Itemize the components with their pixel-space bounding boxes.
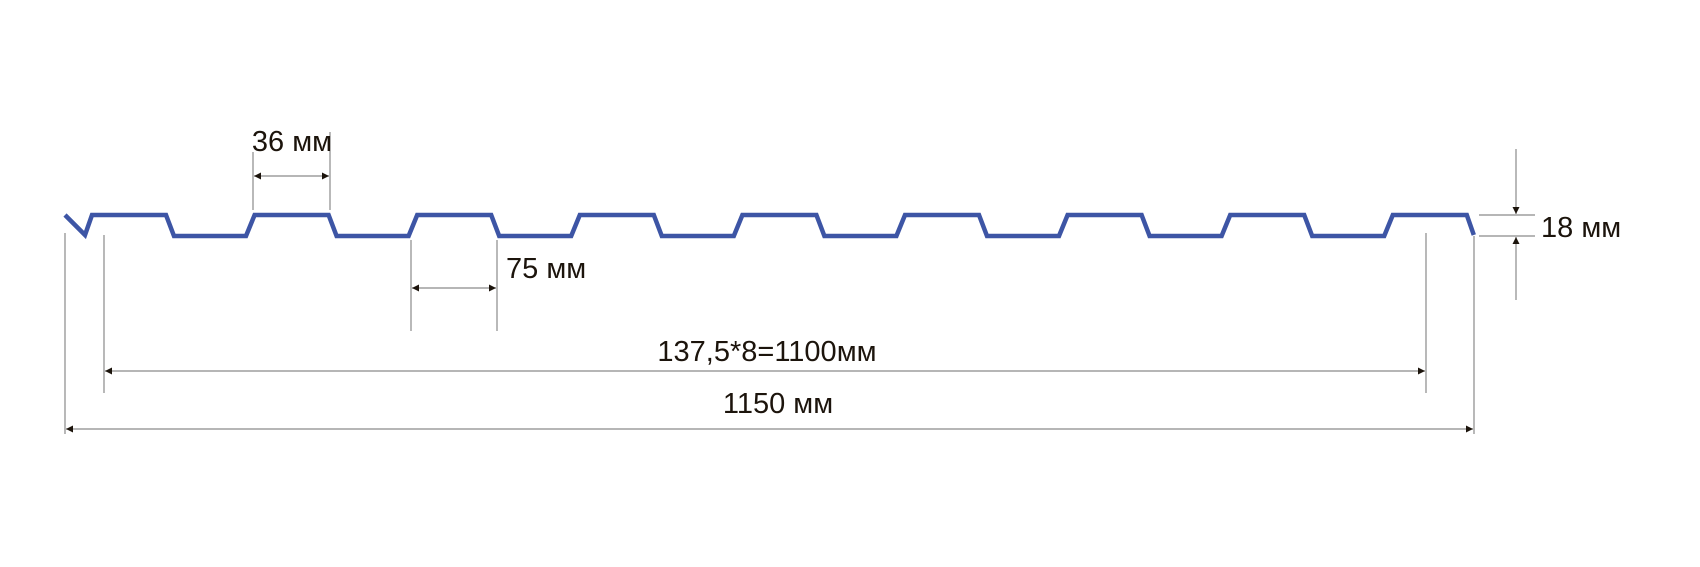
dimension-total-width: 1150 мм bbox=[64, 233, 1475, 434]
sheet-profile bbox=[63, 212, 1476, 240]
effective-width-label: 137,5*8=1100мм bbox=[657, 336, 876, 368]
total-width-label: 1150 мм bbox=[723, 388, 833, 420]
dimension-rib-bottom-width: 75 мм bbox=[410, 240, 586, 331]
dimension-rib-height: 18 мм bbox=[1479, 149, 1621, 300]
rib-bottom-width-label: 75 мм bbox=[506, 253, 586, 285]
rib-top-width-label: 36 мм bbox=[252, 126, 332, 158]
dimension-effective-width: 137,5*8=1100мм bbox=[103, 233, 1427, 393]
dimension-rib-top-width: 36 мм bbox=[252, 126, 332, 210]
rib-height-label: 18 мм bbox=[1541, 212, 1621, 244]
